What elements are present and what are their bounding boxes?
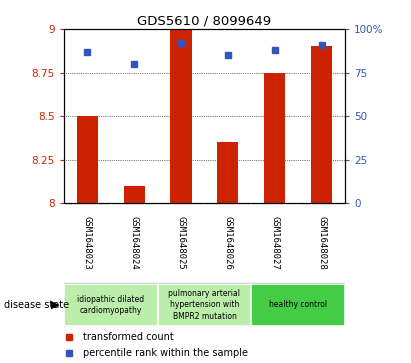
Bar xyxy=(76,116,98,203)
Text: idiopathic dilated
cardiomyopathy: idiopathic dilated cardiomyopathy xyxy=(77,295,144,315)
Text: transformed count: transformed count xyxy=(83,332,174,342)
Bar xyxy=(252,284,345,326)
Bar xyxy=(124,186,145,203)
Title: GDS5610 / 8099649: GDS5610 / 8099649 xyxy=(137,15,272,28)
Bar xyxy=(171,29,192,203)
Text: GSM1648027: GSM1648027 xyxy=(270,216,279,270)
Text: percentile rank within the sample: percentile rank within the sample xyxy=(83,348,248,358)
Text: disease state: disease state xyxy=(4,300,69,310)
Text: GSM1648028: GSM1648028 xyxy=(317,216,326,270)
Text: GSM1648026: GSM1648026 xyxy=(224,216,233,270)
Text: GSM1648025: GSM1648025 xyxy=(176,216,185,270)
Bar xyxy=(64,284,157,326)
Bar xyxy=(157,284,252,326)
Text: ▶: ▶ xyxy=(51,300,60,310)
Bar xyxy=(311,46,332,203)
Text: healthy control: healthy control xyxy=(269,301,328,309)
Text: pulmonary arterial
hypertension with
BMPR2 mutation: pulmonary arterial hypertension with BMP… xyxy=(169,289,240,321)
Bar xyxy=(217,142,238,203)
Text: GSM1648024: GSM1648024 xyxy=(129,216,139,270)
Bar xyxy=(264,73,285,203)
Text: GSM1648023: GSM1648023 xyxy=(83,216,92,270)
